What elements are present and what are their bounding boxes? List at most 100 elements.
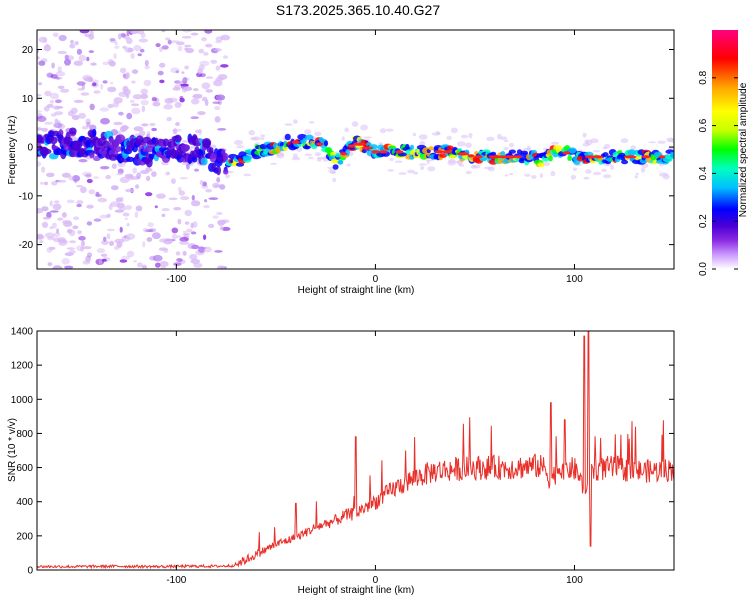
spectrogram-noise-blob (486, 136, 495, 141)
spectrogram-noise-blob (316, 157, 322, 162)
spectrogram-ridge-cell (537, 162, 545, 168)
spectrogram-noise-blob (37, 113, 43, 120)
spectrogram-noise-blob (205, 188, 212, 193)
spectrogram-noise-blob (314, 131, 322, 136)
spectrogram-noise-blob (180, 196, 190, 201)
spectrogram-noise-blob (205, 89, 213, 93)
spectrogram-noise-blob (154, 205, 158, 209)
spectrogram-noise-blob (420, 166, 424, 170)
spectrogram-noise-blob (179, 236, 189, 242)
spectrogram-noise-blob (126, 112, 133, 120)
spectrogram-noise-blob (55, 71, 66, 77)
spectrogram-noise-blob (60, 88, 70, 93)
spectrogram-noise-blob (100, 253, 108, 257)
spectrogram-noise-blob (260, 137, 265, 140)
spectrogram-noise-blob (465, 142, 472, 148)
spectrogram-noise-blob (193, 262, 203, 268)
spectrogram-noise-blob (184, 65, 190, 70)
spectrogram-noise-blob (509, 173, 514, 176)
spectrogram-peak-cell (340, 152, 348, 156)
spectrogram-noise-blob (119, 196, 124, 203)
spectrogram-noise-blob (648, 141, 657, 144)
spectrogram-noise-blob (504, 147, 509, 151)
spectrogram-noise-blob (118, 207, 126, 212)
spectrogram-noise-blob (582, 132, 587, 138)
spectrogram-noise-blob (137, 53, 142, 57)
spectrogram-noise-blob (184, 221, 190, 225)
spectrogram-peak-cell (347, 144, 356, 148)
spectrogram-noise-blob (37, 208, 44, 214)
spectrogram-noise-blob (98, 258, 103, 265)
spectrogram-ridge-cell (89, 152, 95, 159)
spectrogram-noise-blob (106, 228, 115, 232)
spectrogram-noise-blob (130, 176, 141, 180)
spectrogram-noise-blob (204, 30, 213, 34)
colorbar-label: Normalized spectral amplitude (738, 82, 749, 217)
spectrogram-noise-blob (137, 262, 143, 268)
spectrogram-peak-cell (562, 151, 571, 155)
spectrogram-ytick-label: 20 (22, 45, 34, 56)
spectrogram-noise-blob (407, 169, 415, 174)
spectrogram-noise-blob (79, 30, 90, 34)
spectrogram-noise-blob (66, 247, 76, 250)
spectrogram-ridge-cell (302, 137, 307, 144)
spectrogram-noise-blob (214, 116, 221, 123)
spectrogram-noise-blob (109, 38, 116, 42)
spectrogram-noise-blob (37, 94, 42, 97)
spectrogram-noise-blob (66, 199, 75, 204)
spectrogram-noise-blob (106, 213, 111, 218)
spectrogram-noise-blob (176, 41, 185, 46)
spectrogram-peak-cell (352, 142, 367, 146)
spectrogram-noise-blob (119, 67, 127, 74)
spectrogram-noise-blob (61, 172, 71, 178)
spectrogram-noise-blob (81, 125, 89, 130)
spectrogram-noise-blob (131, 107, 141, 115)
spectrogram-ridge-cell (305, 134, 314, 141)
spectrogram-noise-blob (82, 246, 92, 250)
spectrogram-noise-blob (76, 48, 82, 55)
spectrogram-noise-blob (82, 260, 91, 265)
snr-ytick-label: 1200 (11, 361, 34, 372)
spectrogram-noise-blob (585, 169, 592, 174)
spectrogram-noise-blob (130, 53, 135, 59)
spectrogram-noise-blob (250, 137, 258, 141)
spectrogram-noise-blob (173, 262, 182, 266)
snr-xtick-label: 0 (373, 575, 379, 586)
spectrogram-noise-blob (131, 69, 139, 74)
spectrogram-noise-blob (583, 176, 590, 180)
spectrogram-noise-blob (194, 168, 199, 172)
spectrogram-noise-blob (304, 129, 312, 135)
spectrogram-noise-blob (176, 235, 182, 238)
spectrogram-noise-blob (86, 204, 94, 209)
spectrogram-noise-blob (88, 189, 96, 195)
spectrogram-noise-blob (458, 164, 465, 167)
spectrogram-noise-blob (210, 59, 218, 64)
spectrogram-ridge-cell (185, 144, 190, 151)
spectrogram-noise-blob (119, 226, 123, 233)
spectrogram-noise-blob (175, 122, 180, 126)
spectrogram-ylabel: Frequency (Hz) (7, 116, 18, 185)
snr-xlabel: Height of straight line (km) (298, 585, 415, 596)
spectrogram-noise-blob (447, 160, 457, 166)
spectrogram-noise-blob (119, 259, 128, 263)
colorbar-tick-label: 0.2 (698, 214, 709, 228)
spectrogram-peak-cell (584, 155, 597, 159)
spectrogram-noise-blob (175, 251, 181, 256)
spectrogram-noise-blob (500, 136, 508, 140)
spectrogram-noise-blob (118, 111, 124, 116)
spectrogram-noise-blob (456, 141, 466, 147)
spectrogram-noise-blob (61, 258, 70, 265)
spectrogram-noise-blob (89, 103, 95, 111)
spectrogram-noise-blob (43, 44, 51, 52)
spectrogram-noise-blob (109, 81, 114, 85)
spectrogram-noise-blob (76, 81, 86, 86)
spectrogram-noise-blob (57, 50, 67, 55)
spectrogram-noise-blob (171, 233, 178, 240)
spectrogram-noise-blob (161, 30, 166, 33)
spectrogram-noise-blob (190, 116, 199, 120)
spectrogram-noise-blob (85, 173, 92, 178)
colorbar-ticks: 0.0 0.2 0.4 0.6 0.8 (698, 70, 738, 276)
spectrogram-noise-blob (314, 152, 321, 157)
spectrogram-noise-blob (111, 163, 117, 169)
